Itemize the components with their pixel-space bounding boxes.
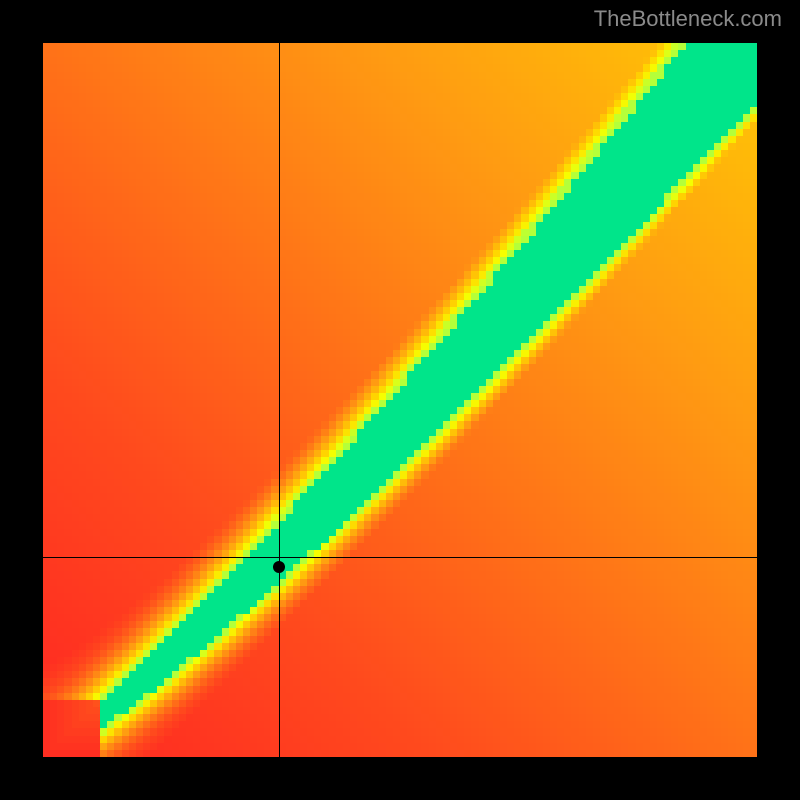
data-point-marker: [273, 561, 285, 573]
crosshair-vertical: [279, 43, 280, 757]
watermark-text: TheBottleneck.com: [594, 6, 782, 32]
plot-area: [43, 43, 757, 757]
crosshair-horizontal: [43, 557, 757, 558]
bottleneck-heatmap: [43, 43, 757, 757]
